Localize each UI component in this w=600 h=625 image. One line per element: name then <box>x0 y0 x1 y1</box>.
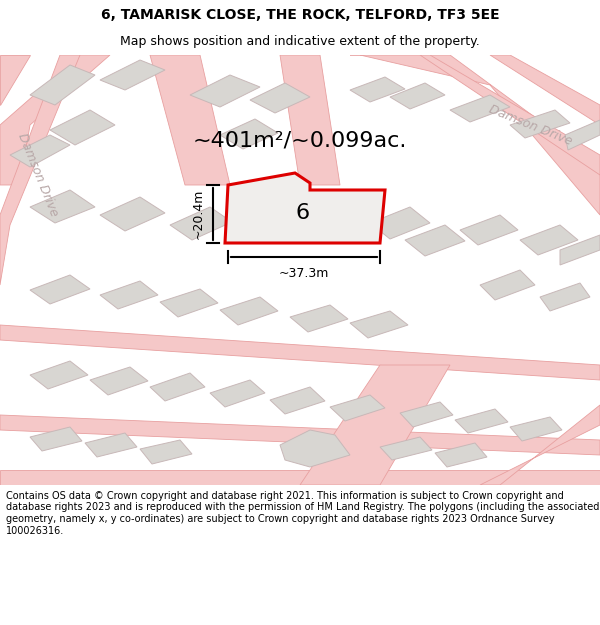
Text: ~37.3m: ~37.3m <box>279 267 329 280</box>
Polygon shape <box>270 387 325 414</box>
Text: Contains OS data © Crown copyright and database right 2021. This information is : Contains OS data © Crown copyright and d… <box>6 491 599 536</box>
Polygon shape <box>400 402 453 427</box>
Polygon shape <box>230 200 288 233</box>
Polygon shape <box>520 225 578 255</box>
Polygon shape <box>480 270 535 300</box>
Polygon shape <box>100 281 158 309</box>
Polygon shape <box>0 470 600 485</box>
Polygon shape <box>150 55 230 185</box>
Polygon shape <box>510 417 562 441</box>
Polygon shape <box>435 443 487 467</box>
Text: 6, TAMARISK CLOSE, THE ROCK, TELFORD, TF3 5EE: 6, TAMARISK CLOSE, THE ROCK, TELFORD, TF… <box>101 8 499 22</box>
Polygon shape <box>225 173 385 243</box>
Polygon shape <box>480 405 600 485</box>
Polygon shape <box>0 55 110 185</box>
Polygon shape <box>350 311 408 338</box>
Polygon shape <box>100 197 165 231</box>
Polygon shape <box>210 380 265 407</box>
Polygon shape <box>0 415 600 455</box>
Polygon shape <box>390 83 445 109</box>
Polygon shape <box>220 297 278 325</box>
Polygon shape <box>560 235 600 265</box>
Text: Damson Drive: Damson Drive <box>487 102 574 148</box>
Polygon shape <box>50 110 115 145</box>
Polygon shape <box>350 77 405 102</box>
Polygon shape <box>30 190 95 223</box>
Polygon shape <box>85 433 137 457</box>
Polygon shape <box>140 440 192 464</box>
Text: ~401m²/~0.099ac.: ~401m²/~0.099ac. <box>193 130 407 150</box>
Polygon shape <box>160 289 218 317</box>
Polygon shape <box>420 55 600 175</box>
Polygon shape <box>280 55 340 185</box>
Text: Map shows position and indicative extent of the property.: Map shows position and indicative extent… <box>120 35 480 48</box>
Polygon shape <box>0 55 80 285</box>
Polygon shape <box>565 120 600 150</box>
Polygon shape <box>300 365 450 485</box>
Polygon shape <box>510 110 570 138</box>
Polygon shape <box>540 283 590 311</box>
Polygon shape <box>0 325 600 380</box>
Polygon shape <box>170 207 232 240</box>
Polygon shape <box>30 275 90 304</box>
Polygon shape <box>350 55 600 215</box>
Text: ~20.4m: ~20.4m <box>192 189 205 239</box>
Polygon shape <box>250 83 310 113</box>
Polygon shape <box>0 55 30 105</box>
Polygon shape <box>405 225 465 256</box>
Polygon shape <box>100 60 165 90</box>
Polygon shape <box>280 430 350 467</box>
Polygon shape <box>290 305 348 332</box>
Polygon shape <box>150 373 205 401</box>
Polygon shape <box>90 367 148 395</box>
Polygon shape <box>460 215 518 245</box>
Polygon shape <box>220 119 278 149</box>
Polygon shape <box>450 95 510 122</box>
Polygon shape <box>30 361 88 389</box>
Text: Damson Drive: Damson Drive <box>16 131 61 219</box>
Polygon shape <box>490 55 600 125</box>
Text: 6: 6 <box>296 203 310 223</box>
Polygon shape <box>30 427 82 451</box>
Polygon shape <box>455 409 508 433</box>
Polygon shape <box>10 135 70 167</box>
Polygon shape <box>370 207 430 239</box>
Polygon shape <box>30 65 95 105</box>
Polygon shape <box>380 437 432 460</box>
Polygon shape <box>190 75 260 107</box>
Polygon shape <box>330 395 385 421</box>
